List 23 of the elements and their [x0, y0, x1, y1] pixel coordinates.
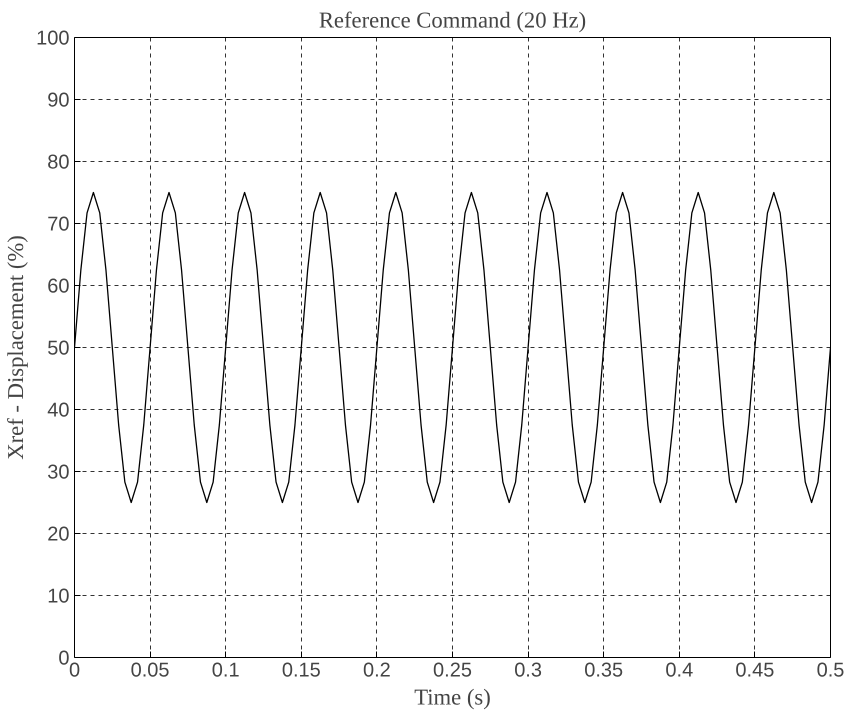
x-tick-label: 0.1	[212, 660, 240, 682]
x-tick-label: 0.25	[433, 660, 472, 682]
x-tick-label: 0.4	[665, 660, 694, 682]
x-tick-label: 0.5	[816, 660, 844, 682]
y-tick-label: 20	[47, 524, 70, 546]
x-axis-title: Time (s)	[414, 684, 491, 710]
x-tick-label: 0.35	[584, 660, 624, 682]
y-tick-label: 10	[47, 586, 70, 608]
x-tick-label: 0.15	[282, 660, 321, 682]
y-tick-label: 100	[36, 28, 70, 50]
y-axis-title: Xref - Displacement (%)	[3, 235, 28, 460]
y-tick-label: 90	[47, 90, 70, 112]
y-tick-label: 60	[47, 276, 70, 298]
x-tick-label: 0.05	[130, 660, 170, 682]
y-tick-label: 50	[47, 338, 70, 360]
x-tick-label: 0.2	[363, 660, 391, 682]
y-tick-label: 80	[47, 152, 70, 174]
x-tick-label: 0.3	[514, 660, 542, 682]
y-tick-label: 70	[47, 214, 70, 236]
y-tick-label: 30	[47, 462, 70, 484]
chart-title: Reference Command (20 Hz)	[318, 8, 586, 32]
x-tick-label: 0.45	[735, 660, 774, 682]
y-tick-label: 40	[47, 400, 70, 422]
